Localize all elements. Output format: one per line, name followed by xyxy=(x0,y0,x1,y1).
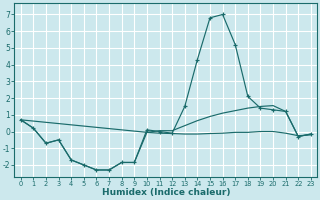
X-axis label: Humidex (Indice chaleur): Humidex (Indice chaleur) xyxy=(101,188,230,197)
